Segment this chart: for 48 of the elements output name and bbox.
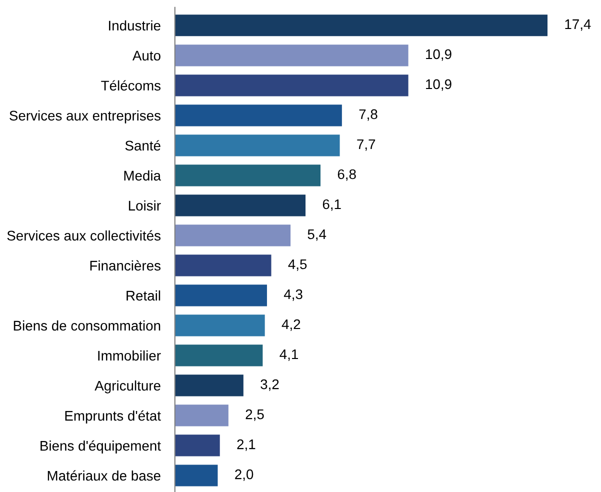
y-tick-label: Auto	[132, 50, 160, 61]
y-tick-label: Retail	[126, 290, 160, 301]
bar	[174, 44, 408, 66]
y-tick-label: Services aux collectivités	[7, 230, 161, 241]
y-tick-label: Services aux entreprises	[10, 110, 161, 124]
bar	[174, 194, 306, 216]
data-label: 2,5	[246, 409, 264, 421]
data-label: 4,5	[288, 259, 307, 271]
data-label: 7,7	[357, 139, 376, 151]
y-tick-label: Media	[124, 170, 162, 181]
y-tick-label: Biens de consommation	[14, 320, 160, 331]
data-label: 2,0	[235, 469, 254, 481]
bar	[174, 374, 244, 396]
y-tick-label: Matériaux de base	[48, 470, 160, 481]
y-tick-label: Financières	[90, 260, 161, 271]
data-label: 17,4	[565, 19, 591, 31]
bar	[174, 314, 265, 336]
data-label: 4,1	[280, 350, 298, 361]
data-label: 2,1	[237, 439, 256, 451]
y-tick-label: Agriculture	[94, 380, 160, 394]
bar	[174, 164, 321, 186]
bar	[174, 134, 340, 156]
bar	[174, 14, 548, 36]
bar	[174, 254, 272, 276]
bar	[174, 344, 263, 366]
data-label: 4,2	[282, 319, 300, 331]
bar	[174, 434, 220, 456]
y-tick-label: Télécoms	[101, 80, 161, 91]
bar	[174, 464, 218, 486]
y-tick-label: Immobilier	[98, 350, 161, 361]
data-label: 4,3	[284, 289, 302, 301]
bar	[174, 284, 267, 306]
data-label: 10,9	[426, 49, 452, 61]
y-tick-label: Emprunts d'état	[65, 410, 161, 424]
y-tick-label: Biens d'équipement	[40, 440, 161, 454]
data-label: 6,1	[322, 199, 341, 211]
data-label: 10,9	[426, 79, 452, 91]
bar	[174, 224, 291, 246]
y-tick-label: Santé	[125, 140, 160, 151]
y-tick-label: Loisir	[128, 200, 161, 211]
data-label: 3,2	[260, 379, 279, 391]
bar	[174, 74, 408, 96]
y-tick-label: Industrie	[109, 20, 160, 31]
data-label: 6,8	[338, 169, 356, 181]
data-label: 7,8	[359, 109, 378, 121]
bar	[174, 404, 228, 426]
bar	[174, 104, 342, 126]
data-label: 5,4	[308, 229, 326, 241]
